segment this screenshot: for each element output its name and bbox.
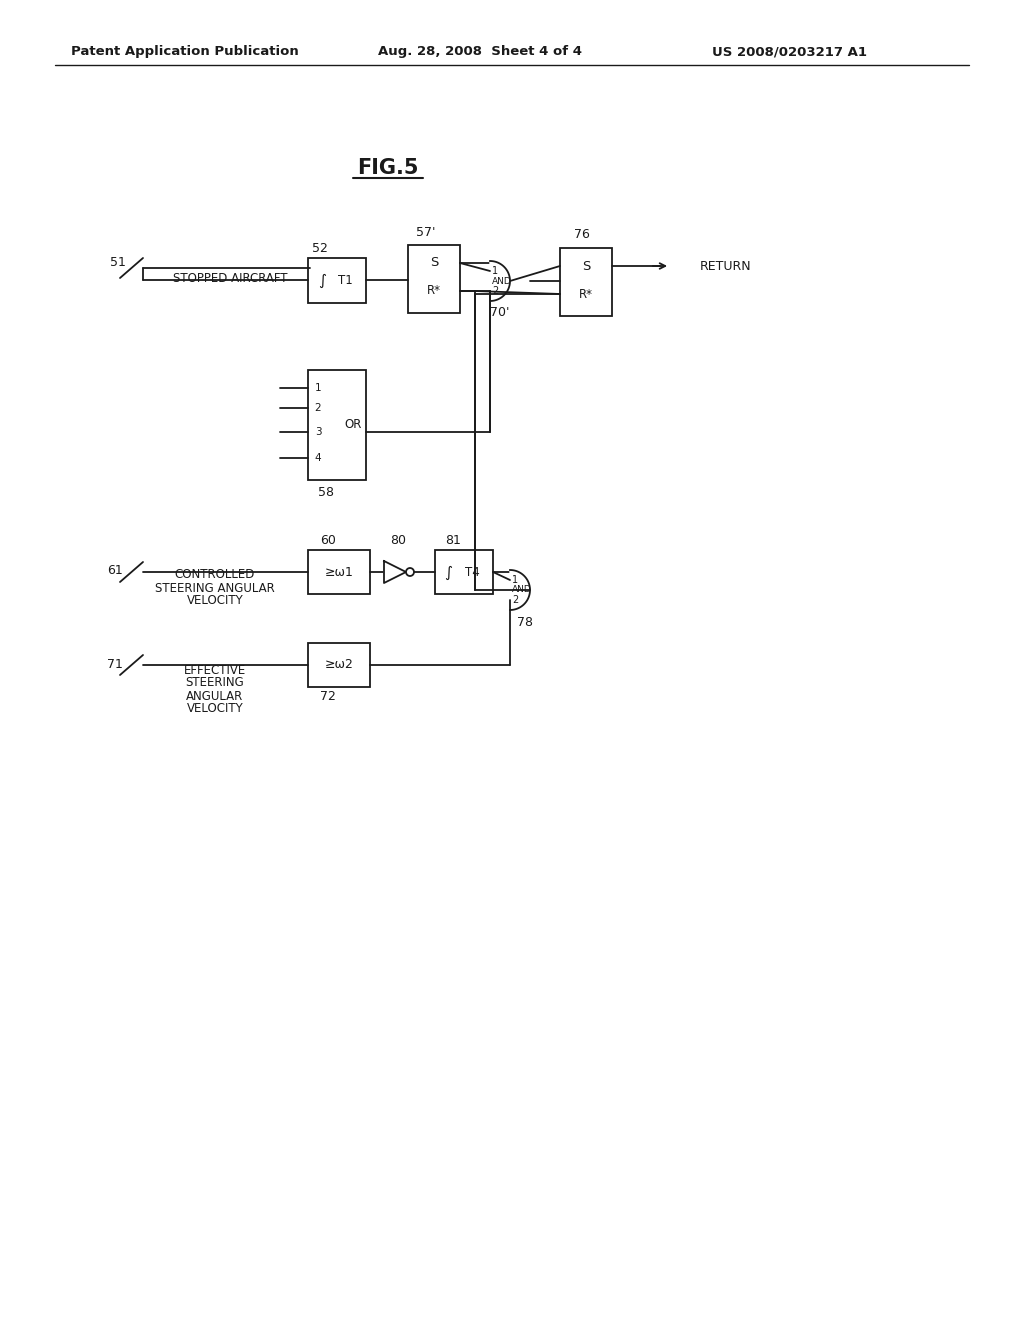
Text: Patent Application Publication: Patent Application Publication [71, 45, 299, 58]
Text: OR: OR [344, 418, 361, 432]
Text: T4: T4 [465, 566, 479, 579]
Text: T1: T1 [338, 275, 352, 288]
Text: FIG.5: FIG.5 [357, 158, 419, 178]
Text: US 2008/0203217 A1: US 2008/0203217 A1 [713, 45, 867, 58]
Bar [308, 643, 370, 686]
Text: 61: 61 [108, 564, 123, 577]
Text: VELOCITY: VELOCITY [186, 702, 244, 715]
Polygon shape [490, 261, 510, 301]
Bar [560, 248, 612, 315]
Polygon shape [510, 570, 530, 610]
Text: 52: 52 [312, 242, 328, 255]
Text: 78: 78 [517, 615, 534, 628]
Text: S: S [430, 256, 438, 269]
Text: AND: AND [512, 586, 531, 594]
Text: ≥ω2: ≥ω2 [325, 659, 353, 672]
Text: STEERING: STEERING [185, 676, 245, 689]
Text: 71: 71 [108, 659, 123, 672]
Text: Aug. 28, 2008  Sheet 4 of 4: Aug. 28, 2008 Sheet 4 of 4 [378, 45, 582, 58]
Text: 2: 2 [512, 595, 518, 605]
Text: AND: AND [493, 276, 512, 285]
Text: 3: 3 [314, 426, 322, 437]
Text: ≥ω1: ≥ω1 [325, 565, 353, 578]
Text: 2: 2 [492, 286, 498, 296]
Text: 57': 57' [416, 226, 436, 239]
Text: 80: 80 [390, 533, 406, 546]
Circle shape [406, 568, 414, 576]
Bar [308, 550, 370, 594]
Text: VELOCITY: VELOCITY [186, 594, 244, 607]
Text: RETURN: RETURN [700, 260, 752, 272]
Text: 51: 51 [110, 256, 126, 268]
Text: 1: 1 [512, 576, 518, 585]
Bar [308, 257, 366, 304]
Text: 81: 81 [445, 533, 461, 546]
Text: STEERING ANGULAR: STEERING ANGULAR [155, 582, 274, 594]
Text: 60: 60 [321, 533, 336, 546]
Text: 76: 76 [574, 228, 590, 242]
Text: CONTROLLED: CONTROLLED [175, 569, 255, 582]
Text: R*: R* [579, 288, 593, 301]
Text: 1: 1 [314, 383, 322, 393]
Bar [308, 370, 366, 480]
Text: 70': 70' [490, 306, 510, 319]
Text: 1: 1 [492, 267, 498, 276]
Text: 2: 2 [314, 403, 322, 413]
Bar [435, 550, 493, 594]
Text: 4: 4 [314, 453, 322, 463]
Text: ANGULAR: ANGULAR [186, 689, 244, 702]
Text: S: S [582, 260, 590, 272]
Bar [408, 246, 460, 313]
Text: EFFECTIVE: EFFECTIVE [184, 664, 246, 676]
Polygon shape [384, 561, 406, 583]
Text: STOPPED AIRCRAFT: STOPPED AIRCRAFT [173, 272, 288, 285]
Text: 58: 58 [318, 486, 334, 499]
Text: 72: 72 [321, 690, 336, 704]
Text: ∫: ∫ [444, 565, 452, 579]
Text: R*: R* [427, 285, 441, 297]
Text: ∫: ∫ [318, 272, 326, 288]
